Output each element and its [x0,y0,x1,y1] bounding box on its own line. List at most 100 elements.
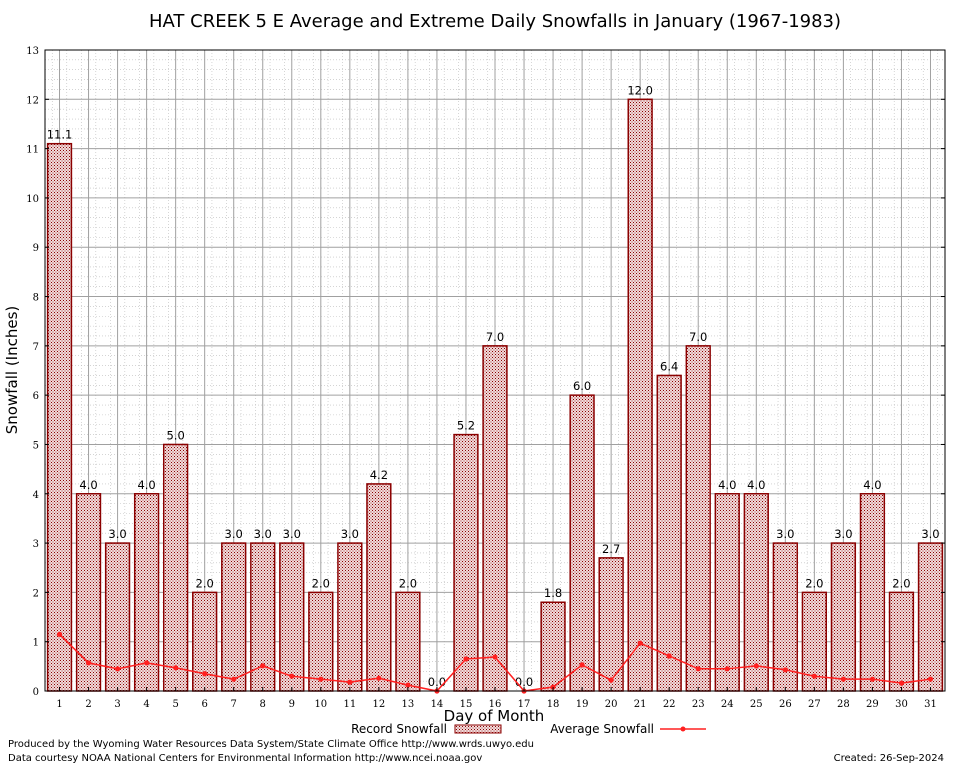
average-point-day-7 [231,676,237,682]
footer-created-date: Created: 26-Sep-2024 [833,753,944,764]
bar-label-day-7: 3.0 [225,527,243,541]
x-tick-label: 13 [402,699,415,710]
x-tick-label: 16 [489,699,502,710]
legend-label-average: Average Snowfall [550,722,654,736]
x-tick-label: 23 [692,699,705,710]
bar-label-day-10: 2.0 [312,576,330,590]
x-tick-label: 22 [663,699,676,710]
x-tick-label: 17 [518,699,531,710]
y-tick-label: 7 [33,342,39,353]
bar-record-day-29 [859,493,886,692]
bar-record-day-20 [598,557,624,692]
average-point-day-25 [753,663,759,669]
bar-label-day-31: 3.0 [921,527,939,541]
x-tick-label: 9 [289,699,295,710]
bar-label-day-11: 3.0 [341,527,359,541]
bar-record-day-21 [627,98,653,692]
y-tick-label: 10 [26,194,39,205]
y-tick-label: 9 [33,243,39,254]
bar-record-day-31 [917,542,944,692]
bar-labels-group: 11.1 4.0 3.0 4.0 5.0 2.0 3.0 3.0 3.0 2.0 3.0 4.2 2.0… [47,83,940,689]
bar-record-day-23 [685,345,711,692]
bar-label-day-18: 1.8 [544,586,562,600]
y-axis-label: Snowfall (Inches) [3,306,21,434]
average-point-day-19 [579,662,585,668]
bar-record-day-22 [656,374,682,692]
bar-record-day-1 [46,142,73,692]
bar-label-day-14: 0.0 [428,675,446,689]
bars-group [46,98,944,692]
average-point-day-27 [811,673,817,679]
y-tick-label: 12 [26,95,39,106]
average-point-day-22 [666,653,672,659]
x-tick-label: 19 [576,699,589,710]
bar-label-day-21: 12.0 [627,83,653,97]
bar-label-day-20: 2.7 [602,542,620,556]
bar-label-day-30: 2.0 [892,576,910,590]
x-tick-label: 14 [431,699,444,710]
x-tick-label: 24 [721,699,734,710]
bar-label-day-15: 5.2 [457,419,475,433]
average-point-day-26 [782,667,788,673]
average-point-day-4 [144,660,150,666]
bar-record-day-25 [743,493,769,692]
average-point-day-23 [695,666,701,672]
x-tick-label: 28 [837,699,850,710]
average-point-day-8 [260,663,266,669]
average-point-day-5 [173,665,179,671]
bar-record-day-7 [221,542,247,692]
x-tick-label: 30 [895,699,908,710]
average-point-day-16 [492,654,498,660]
bar-label-day-24: 4.0 [718,478,736,492]
bar-record-day-24 [714,493,740,692]
average-point-day-3 [114,666,121,672]
x-tick-label: 26 [779,699,792,710]
bar-label-day-6: 2.0 [196,576,214,590]
average-point-day-13 [405,682,411,688]
x-tick-label: 2 [85,699,91,710]
legend-label-record: Record Snowfall [351,722,447,736]
average-point-day-11 [347,679,353,685]
bar-label-day-2: 4.0 [79,478,97,492]
bar-label-day-22: 6.4 [660,359,678,373]
chart-title: HAT CREEK 5 E Average and Extreme Daily … [149,11,841,32]
x-tick-label: 1 [56,699,62,710]
x-tick-label: 8 [260,699,266,710]
bar-record-day-12 [366,483,392,692]
bar-label-day-9: 3.0 [283,527,301,541]
bar-label-day-25: 4.0 [747,478,765,492]
legend-swatch-average-marker [680,726,686,732]
x-tick-label: 25 [750,699,763,710]
bar-label-day-5: 5.0 [166,428,184,442]
x-axis-label: Day of Month [444,707,545,725]
bar-record-day-9 [279,542,305,692]
average-point-day-28 [840,676,846,682]
bar-label-day-28: 3.0 [834,527,852,541]
bar-label-day-17: 0.0 [515,675,533,689]
bar-record-day-5 [162,443,189,692]
bar-label-day-3: 3.0 [108,527,126,541]
bar-label-day-27: 2.0 [805,576,823,590]
y-tick-label: 0 [33,687,39,698]
y-tick-label: 5 [33,440,39,451]
average-point-day-9 [289,673,295,679]
y-tick-label: 6 [33,391,39,402]
footer-data-source: Data courtesy NOAA National Centers for … [8,753,483,764]
y-tick-label: 2 [33,588,39,599]
bar-label-day-16: 7.0 [486,330,504,344]
average-line-group [56,631,934,694]
x-tick-label: 15 [460,699,473,710]
y-tick-label: 11 [26,145,39,156]
bar-record-day-16 [482,345,508,692]
bar-label-day-12: 4.2 [370,468,388,482]
bar-label-day-29: 4.0 [863,478,881,492]
average-point-day-29 [869,676,876,682]
legend-swatch-record [454,724,502,734]
y-tick-label: 1 [33,638,39,649]
bar-label-day-19: 6.0 [573,379,591,393]
bar-label-day-8: 3.0 [254,527,272,541]
average-point-day-31 [927,676,934,682]
bar-record-day-15 [453,433,479,692]
